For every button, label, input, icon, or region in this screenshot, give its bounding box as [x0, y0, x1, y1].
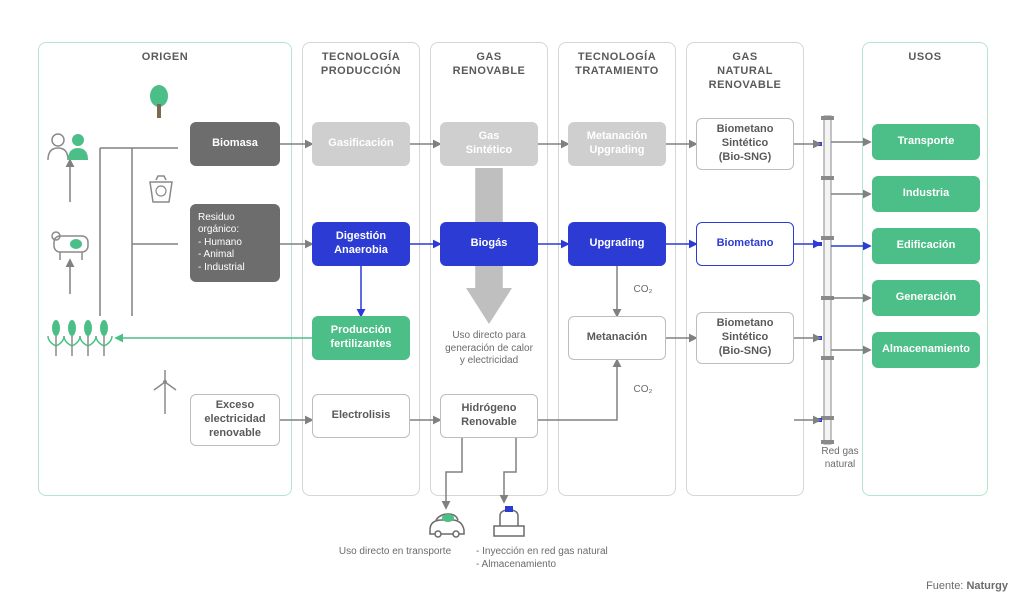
source-label: Fuente:	[926, 580, 963, 592]
node-biosng2: Biometano Sintético (Bio-SNG)	[696, 312, 794, 364]
node-gasif: Gasificación	[312, 122, 410, 166]
gas-pipe	[824, 116, 831, 444]
node-biomasa: Biomasa	[190, 122, 280, 166]
column-header-tecprod: TECNOLOGÍA PRODUCCIÓN	[303, 51, 419, 79]
node-exceso: Exceso electricidad renovable	[190, 394, 280, 446]
node-electrol: Electrolisis	[312, 394, 410, 438]
node-digestion: Digestión Anaerobia	[312, 222, 410, 266]
pump-icon	[494, 506, 524, 536]
node-generacion: Generación	[872, 280, 980, 316]
column-header-origen: ORIGEN	[39, 51, 291, 65]
column-usos: USOS	[862, 42, 988, 496]
node-upgrading: Upgrading	[568, 222, 666, 266]
node-metan: Metanación	[568, 316, 666, 360]
car-icon	[430, 514, 464, 537]
node-gassint: Gas Sintético	[440, 122, 538, 166]
node-biosng1: Biometano Sintético (Bio-SNG)	[696, 118, 794, 170]
column-header-usos: USOS	[863, 51, 987, 65]
caption-uso_directo_ge: Uso directo para generación de calor y e…	[440, 330, 538, 368]
co2-label-1: CO₂	[628, 384, 658, 397]
node-residuo: Residuo orgánico: - Humano - Animal - In…	[190, 204, 280, 282]
node-hidrogeno: Hidrógeno Renovable	[440, 394, 538, 438]
node-transporte: Transporte	[872, 124, 980, 160]
node-biometano: Biometano	[696, 222, 794, 266]
node-industria: Industria	[872, 176, 980, 212]
node-metup: Metanación Upgrading	[568, 122, 666, 166]
node-biogas: Biogás	[440, 222, 538, 266]
column-header-gasren: GAS RENOVABLE	[431, 51, 547, 79]
caption-inyeccion: - Inyección en red gas natural - Almacen…	[476, 546, 646, 571]
column-tectrat: TECNOLOGÍA TRATAMIENTO	[558, 42, 676, 496]
co2-label-0: CO₂	[628, 284, 658, 297]
caption-red_gas: Red gas natural	[810, 446, 870, 471]
column-header-tectrat: TECNOLOGÍA TRATAMIENTO	[559, 51, 675, 79]
column-gasnat: GAS NATURAL RENOVABLE	[686, 42, 804, 496]
source-name: Naturgy	[966, 580, 1008, 592]
node-edificacion: Edificación	[872, 228, 980, 264]
column-header-gasnat: GAS NATURAL RENOVABLE	[687, 51, 803, 92]
node-almacen: Almacenamiento	[872, 332, 980, 368]
caption-uso_transporte: Uso directo en transporte	[330, 546, 460, 559]
node-prodfert: Producción fertilizantes	[312, 316, 410, 360]
